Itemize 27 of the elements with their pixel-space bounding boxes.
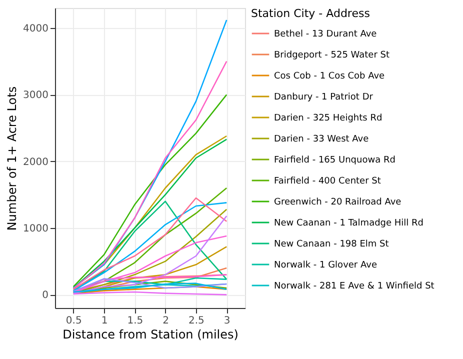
y-tick-label: 4000 [23,24,48,34]
legend-label: Darien - 33 West Ave [274,134,370,144]
legend-label: Norwalk - 281 E Ave & 1 Winfield St [274,282,435,292]
y-tick-label: 2000 [23,156,48,168]
legend-label: New Canaan - 198 Elm St [274,240,390,250]
legend-label: Bridgeport - 525 Water St [274,50,390,60]
legend-label: Norwalk - 1 Glover Ave [274,260,378,270]
legend-label: Fairfield - 400 Center St [274,176,382,186]
legend-label: Danbury - 1 Patriot Dr [274,92,374,102]
x-tick-label: 1 [101,316,108,326]
y-tick-label: 3000 [23,90,48,102]
x-tick-label: 0.5 [66,316,82,326]
y-tick-label: 1000 [23,224,48,234]
y-axis-title: Number of 1+ Acre Lots [5,86,20,231]
x-tick-label: 2.5 [188,316,204,326]
legend-label: New Caanan - 1 Talmadge Hill Rd [274,218,424,228]
legend-title: Station City - Address [251,7,370,20]
legend-label: Cos Cob - 1 Cos Cob Ave [274,72,386,82]
x-tick-label: 3 [224,316,230,326]
legend-label: Bethel - 13 Durant Ave [274,30,378,40]
x-tick-label: 2 [162,316,170,326]
legend-label: Fairfield - 165 Unquowa Rd [274,156,396,166]
legend-label: Greenwich - 20 Railroad Ave [274,198,402,208]
x-tick-label: 1.5 [127,316,144,326]
y-tick-label: 0 [42,290,48,302]
x-axis-title: Distance from Station (miles) [62,328,238,342]
legend-label: Darien - 325 Heights Rd [274,114,382,124]
